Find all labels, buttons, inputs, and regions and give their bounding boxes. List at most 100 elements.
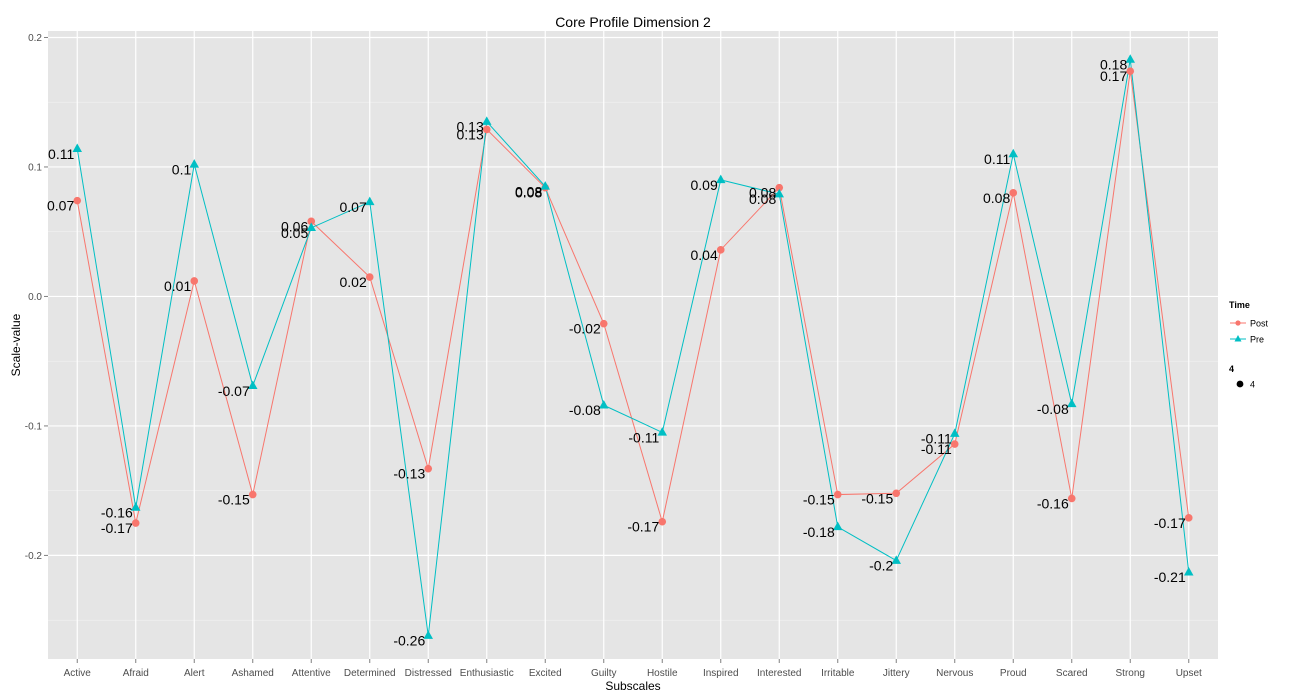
- y-tick-label: 0.0: [28, 292, 42, 303]
- data-label-post: -0.17: [1154, 515, 1186, 531]
- x-tick-label: Interested: [757, 668, 801, 679]
- data-label-pre: 0.08: [515, 183, 542, 199]
- data-point-post: [599, 319, 608, 328]
- data-point-pre: [189, 159, 199, 168]
- data-point-post: [833, 490, 842, 499]
- data-label-post: -0.02: [569, 321, 601, 337]
- data-label-post: -0.11: [921, 441, 952, 457]
- y-tick-label: 0.2: [28, 33, 42, 44]
- data-label-pre: 0.18: [1100, 56, 1127, 72]
- x-tick-label: Ashamed: [232, 668, 274, 679]
- data-label-post: 0.01: [164, 278, 191, 294]
- data-label-post: -0.17: [627, 519, 659, 535]
- x-tick-label: Upset: [1176, 668, 1202, 679]
- x-tick-label: Distressed: [405, 668, 452, 679]
- data-label-pre: -0.18: [803, 524, 835, 540]
- x-tick-label: Scared: [1056, 668, 1088, 679]
- y-tick-label: -0.1: [25, 421, 43, 432]
- data-point-pre: [248, 380, 258, 390]
- data-label-post: 0.04: [691, 247, 718, 263]
- data-point-post: [1067, 494, 1076, 503]
- data-point-post: [307, 217, 316, 226]
- data-label-pre: 0.13: [457, 119, 484, 135]
- legend-key-marker: [1235, 320, 1241, 326]
- data-label-pre: -0.08: [569, 402, 601, 418]
- x-tick-label: Determined: [344, 668, 396, 679]
- chart-title: Core Profile Dimension 2: [555, 14, 711, 30]
- data-label-post: -0.16: [1037, 495, 1069, 511]
- data-label-post: 0.08: [515, 185, 542, 201]
- data-label-pre: 0.11: [48, 146, 74, 162]
- data-label-post: 0.07: [47, 198, 74, 214]
- size-legend-label: 4: [1250, 380, 1255, 390]
- data-point-post: [424, 464, 433, 473]
- data-label-pre: 0.11: [984, 151, 1010, 167]
- data-label-pre: -0.11: [921, 431, 952, 447]
- data-point-post: [950, 440, 959, 448]
- data-label-post: 0.02: [340, 274, 367, 290]
- data-point-post: [716, 246, 725, 254]
- x-tick-label: Active: [64, 668, 92, 679]
- data-point-post: [365, 273, 374, 281]
- y-tick-label: 0.1: [28, 162, 42, 173]
- data-point-post: [190, 277, 199, 285]
- data-label-pre: -0.26: [393, 633, 425, 649]
- data-label-post: 0.17: [1100, 68, 1127, 84]
- data-point-pre: [950, 428, 960, 437]
- x-tick-label: Proud: [1000, 668, 1027, 679]
- x-tick-label: Jittery: [883, 668, 910, 679]
- data-point-pre: [540, 181, 550, 190]
- data-label-pre: -0.21: [1154, 569, 1186, 585]
- x-tick-label: Hostile: [647, 668, 678, 679]
- data-point-pre: [423, 630, 433, 639]
- x-tick-label: Strong: [1116, 668, 1145, 679]
- plot-panel: [48, 31, 1218, 659]
- data-point-post: [775, 183, 784, 192]
- data-point-pre: [891, 555, 901, 564]
- data-label-pre: -0.07: [218, 383, 250, 399]
- x-tick-label: Inspired: [703, 668, 739, 679]
- data-label-pre: 0.1: [172, 161, 192, 177]
- legend-key-marker: [1234, 335, 1242, 342]
- data-point-pre: [131, 502, 141, 511]
- data-point-post: [482, 125, 491, 134]
- data-point-pre: [365, 196, 375, 206]
- data-point-post: [1009, 189, 1018, 197]
- data-point-post: [658, 517, 667, 526]
- data-point-pre: [833, 521, 843, 531]
- x-tick-label: Irritable: [821, 668, 855, 679]
- data-point-post: [248, 490, 257, 499]
- data-label-post: -0.13: [393, 466, 425, 482]
- x-tick-label: Nervous: [936, 668, 973, 679]
- data-label-post: -0.15: [803, 492, 835, 508]
- legend-label: Post: [1250, 319, 1269, 329]
- x-tick-label: Alert: [184, 668, 205, 679]
- data-label-pre: 0.05: [281, 225, 308, 241]
- x-tick-label: Afraid: [123, 668, 149, 679]
- x-tick-label: Excited: [529, 668, 562, 679]
- data-point-post: [1126, 67, 1135, 75]
- series-line-pre: [76, 59, 1190, 636]
- series-line-post: [76, 71, 1190, 524]
- data-point-pre: [1184, 566, 1194, 576]
- x-tick-label: Attentive: [292, 668, 331, 679]
- legend-title: Time: [1229, 300, 1250, 310]
- data-label-pre: 0.07: [340, 199, 367, 215]
- x-axis-title: Subscales: [605, 679, 660, 693]
- data-point-pre: [657, 427, 667, 436]
- data-point-pre: [774, 188, 784, 198]
- data-point-pre: [306, 222, 316, 232]
- data-label-pre: 0.08: [749, 191, 776, 207]
- size-legend-key: [1236, 380, 1244, 388]
- data-point-pre: [72, 143, 82, 153]
- x-tick-label: Enthusiastic: [460, 668, 514, 679]
- data-point-post: [73, 196, 82, 205]
- data-point-pre: [716, 174, 726, 184]
- data-point-post: [1184, 514, 1193, 522]
- data-point-pre: [599, 399, 609, 409]
- data-label-post: 0.08: [983, 190, 1010, 206]
- data-point-pre: [1125, 54, 1135, 63]
- data-label-post: -0.15: [861, 490, 893, 506]
